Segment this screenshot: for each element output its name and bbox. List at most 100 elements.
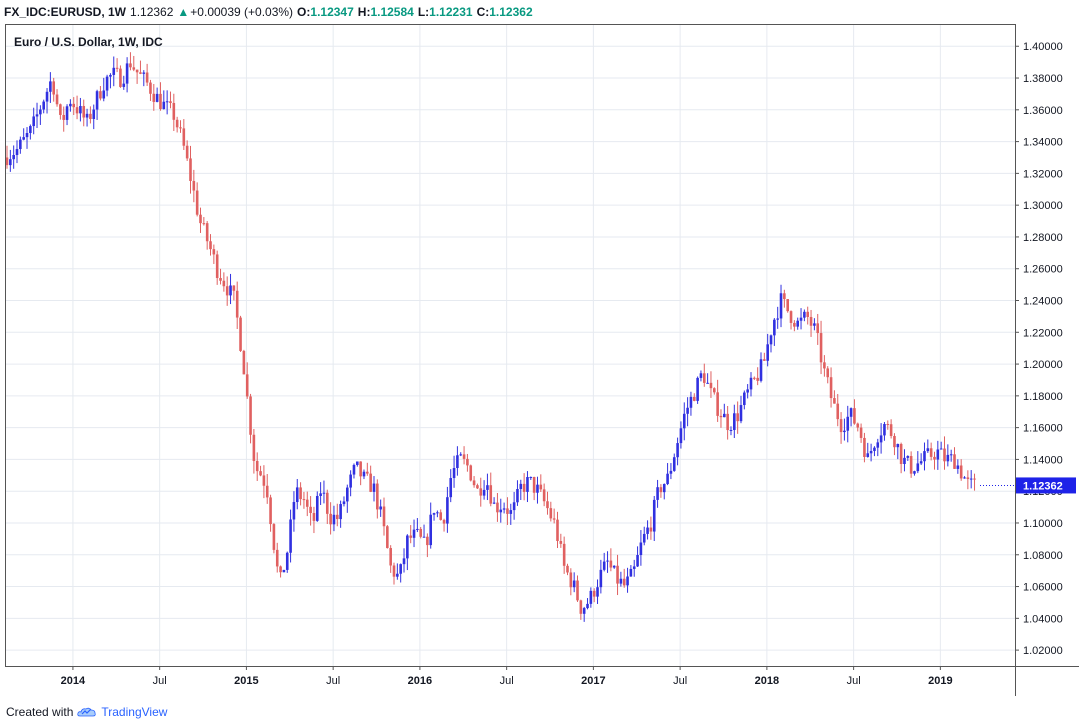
y-tick-label: 1.34000 <box>1023 137 1063 149</box>
candle-body <box>49 81 52 92</box>
candle-body <box>132 67 136 70</box>
candle-body <box>59 104 62 115</box>
candle-body <box>275 549 279 567</box>
x-tick-label: Jul <box>326 675 340 687</box>
candle-body <box>262 475 266 486</box>
candle-body <box>739 405 743 422</box>
candle-body <box>542 489 546 502</box>
candle-body <box>62 114 66 120</box>
candle-body <box>899 443 903 465</box>
candle-body <box>662 484 666 493</box>
last-price-label: 1.12362 <box>1023 480 1063 492</box>
candle-body <box>29 126 32 134</box>
candle-body <box>562 543 566 566</box>
candle-body <box>359 461 362 477</box>
y-tick-label: 1.08000 <box>1023 550 1063 562</box>
candle-body <box>809 316 813 326</box>
candle-body <box>392 565 396 577</box>
candle-body <box>416 528 419 530</box>
candle-body <box>479 488 483 496</box>
candle-body <box>712 388 716 393</box>
time-axis[interactable]: 2014 Jul 2015 Jul 2016 Jul 2017 Jul 2018 Jul 2019 <box>61 666 953 687</box>
candle-body <box>412 529 416 538</box>
candle-body <box>439 512 443 520</box>
candle-body <box>649 527 653 532</box>
candle-body <box>799 317 803 321</box>
candle-body <box>759 359 763 381</box>
candle-body <box>162 101 166 110</box>
candle-body <box>632 566 636 569</box>
candle-body <box>702 373 706 383</box>
candle-body <box>172 102 176 120</box>
candle-body <box>819 333 823 363</box>
candle-body <box>89 113 92 120</box>
candle-body <box>756 377 759 381</box>
candle-body <box>706 382 709 384</box>
y-tick-label: 1.22000 <box>1023 327 1063 339</box>
candle-body <box>946 454 950 462</box>
candle-body <box>522 483 526 492</box>
candle-body <box>285 552 289 570</box>
candle-body <box>305 499 309 507</box>
candle-body <box>953 454 956 469</box>
tradingview-cloud-icon <box>77 707 97 717</box>
candle-body <box>939 448 943 450</box>
candle-body <box>389 548 392 566</box>
candle-body <box>839 419 843 433</box>
candle-body <box>25 133 29 138</box>
candle-body <box>496 502 499 513</box>
candle-body <box>486 485 489 490</box>
candle-body <box>82 106 86 118</box>
close-value: 1.12362 <box>489 5 533 19</box>
x-tick-label: 2016 <box>408 675 432 687</box>
price-change: +0.00039 (+0.03%) <box>190 5 294 19</box>
x-tick-label: 2014 <box>61 675 86 687</box>
candle-body <box>9 159 12 166</box>
candle-body <box>559 541 563 544</box>
candle-body <box>642 533 646 543</box>
candle-body <box>519 483 523 490</box>
candle-body <box>743 392 746 406</box>
candle-body <box>626 576 629 586</box>
candle-body <box>746 389 749 393</box>
candle-body <box>836 403 840 420</box>
candle-body <box>913 471 916 474</box>
candle-body <box>195 190 199 215</box>
candle-body <box>202 223 206 225</box>
candle-body <box>666 473 669 485</box>
candle-body <box>723 413 726 418</box>
plot-border <box>5 24 1016 667</box>
candle-body <box>212 249 216 255</box>
open-label: O: <box>297 5 311 19</box>
price-chart[interactable]: 1.40000 1.38000 1.36000 1.34000 1.32000 1.300… <box>0 24 1079 696</box>
y-tick-label: 1.30000 <box>1023 200 1063 212</box>
candle-body <box>966 477 970 479</box>
candle-body <box>222 280 226 287</box>
grid <box>5 24 1015 666</box>
candle-body <box>813 323 816 326</box>
x-tick-label: Jul <box>153 675 167 687</box>
candle-body <box>189 158 192 181</box>
price-axis[interactable]: 1.40000 1.38000 1.36000 1.34000 1.32000 1.300… <box>1015 41 1063 657</box>
candle-body <box>906 456 910 458</box>
candle-body <box>936 449 940 460</box>
tradingview-brand[interactable]: TradingView <box>101 705 168 719</box>
candle-body <box>733 413 736 430</box>
candle-body <box>596 587 599 597</box>
candle-body <box>135 69 139 73</box>
chart-container[interactable]: 1.40000 1.38000 1.36000 1.34000 1.32000 1.300… <box>0 24 1079 696</box>
candle-body <box>442 519 446 524</box>
candle-body <box>272 524 276 550</box>
candle-body <box>926 448 930 452</box>
candle-body <box>42 101 45 110</box>
candle-body <box>362 471 366 477</box>
last-price-tag: 1.12362 <box>980 477 1076 494</box>
symbol-name[interactable]: FX_IDC:EURUSD, 1W <box>4 5 127 19</box>
candle-body <box>205 223 209 242</box>
candle-body <box>689 396 693 408</box>
x-tick-label: 2019 <box>928 675 952 687</box>
candle-body <box>682 413 686 429</box>
candle-body <box>419 528 423 537</box>
candle-body <box>169 101 172 103</box>
candle-body <box>793 322 796 327</box>
